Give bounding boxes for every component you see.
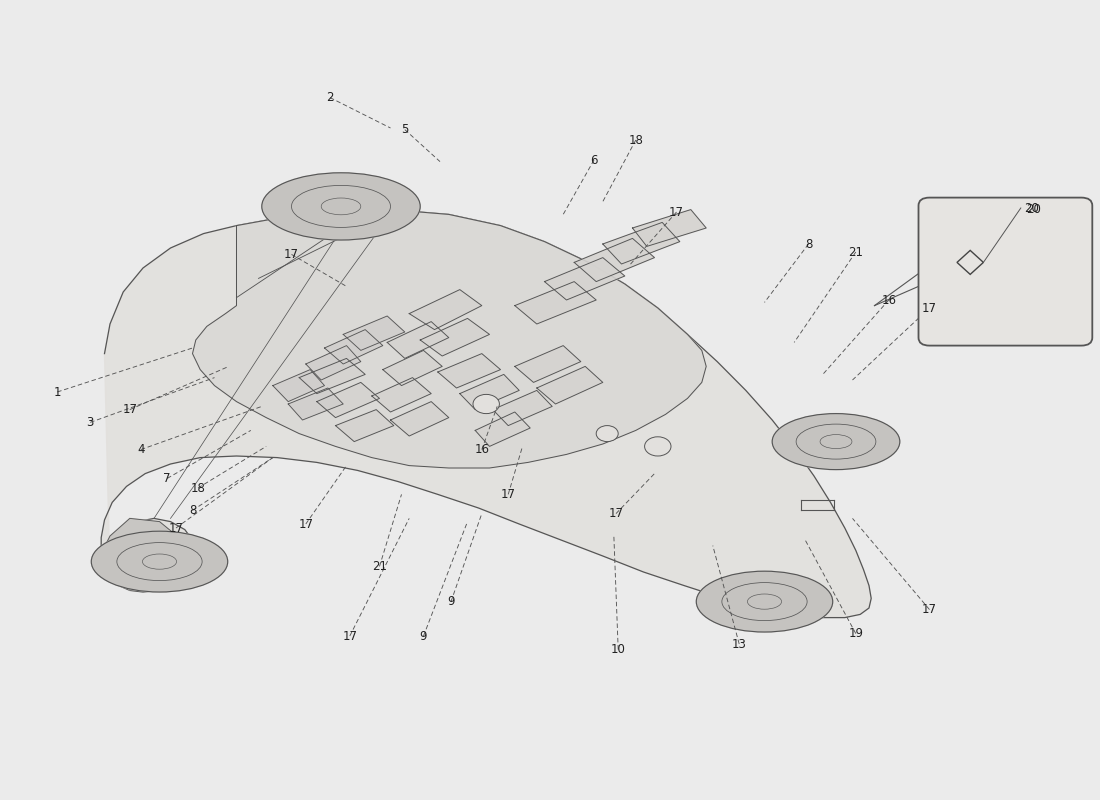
Polygon shape [324, 330, 383, 364]
Text: 19: 19 [848, 627, 864, 640]
Polygon shape [101, 210, 871, 618]
Text: 20: 20 [1024, 202, 1040, 214]
Text: 3: 3 [87, 416, 94, 429]
Text: 2: 2 [327, 91, 333, 104]
Ellipse shape [696, 571, 833, 632]
Polygon shape [515, 346, 581, 382]
Text: 17: 17 [669, 206, 684, 218]
Text: 17: 17 [168, 522, 184, 534]
Circle shape [473, 394, 499, 414]
Polygon shape [409, 290, 482, 330]
Polygon shape [273, 370, 324, 402]
Polygon shape [574, 238, 654, 282]
Text: 17: 17 [922, 302, 937, 314]
Text: 9: 9 [420, 630, 427, 642]
Polygon shape [438, 354, 500, 388]
Text: 18: 18 [628, 134, 643, 146]
Text: 4: 4 [138, 443, 144, 456]
Polygon shape [475, 412, 530, 446]
Polygon shape [632, 210, 706, 246]
Text: 21: 21 [372, 560, 387, 573]
Polygon shape [306, 346, 361, 380]
Polygon shape [515, 282, 596, 324]
Text: 7: 7 [164, 472, 170, 485]
Text: 16: 16 [474, 443, 490, 456]
Ellipse shape [262, 173, 420, 240]
Text: 1: 1 [54, 386, 60, 398]
Text: 9: 9 [448, 595, 454, 608]
Polygon shape [383, 350, 442, 386]
Text: 8: 8 [189, 504, 196, 517]
Text: 13: 13 [732, 638, 747, 650]
Text: 18: 18 [190, 482, 206, 494]
Text: 17: 17 [500, 488, 516, 501]
Polygon shape [390, 402, 449, 436]
Polygon shape [537, 366, 603, 404]
Polygon shape [288, 388, 343, 420]
Polygon shape [957, 250, 983, 274]
Polygon shape [343, 316, 405, 350]
Polygon shape [317, 382, 379, 418]
Polygon shape [544, 258, 625, 300]
Ellipse shape [91, 531, 228, 592]
Polygon shape [336, 410, 394, 442]
Text: 21: 21 [848, 246, 864, 258]
Polygon shape [420, 318, 490, 356]
Text: 16: 16 [881, 294, 896, 306]
Polygon shape [460, 374, 519, 410]
FancyBboxPatch shape [918, 198, 1092, 346]
Ellipse shape [772, 414, 900, 470]
Polygon shape [387, 322, 449, 358]
Polygon shape [101, 518, 192, 590]
Text: 17: 17 [298, 518, 314, 530]
Text: 10: 10 [610, 643, 626, 656]
Text: 20: 20 [1026, 203, 1042, 216]
Polygon shape [603, 222, 680, 264]
Text: 17: 17 [922, 603, 937, 616]
Text: 17: 17 [342, 630, 358, 642]
Circle shape [645, 437, 671, 456]
Polygon shape [299, 358, 365, 394]
Text: 5: 5 [402, 123, 408, 136]
Polygon shape [372, 378, 431, 412]
Text: 8: 8 [805, 238, 812, 250]
Polygon shape [493, 390, 552, 426]
Text: 6: 6 [591, 154, 597, 166]
Circle shape [596, 426, 618, 442]
Text: 17: 17 [284, 248, 299, 261]
Polygon shape [192, 210, 706, 468]
Text: 17: 17 [608, 507, 624, 520]
Text: 17: 17 [122, 403, 138, 416]
